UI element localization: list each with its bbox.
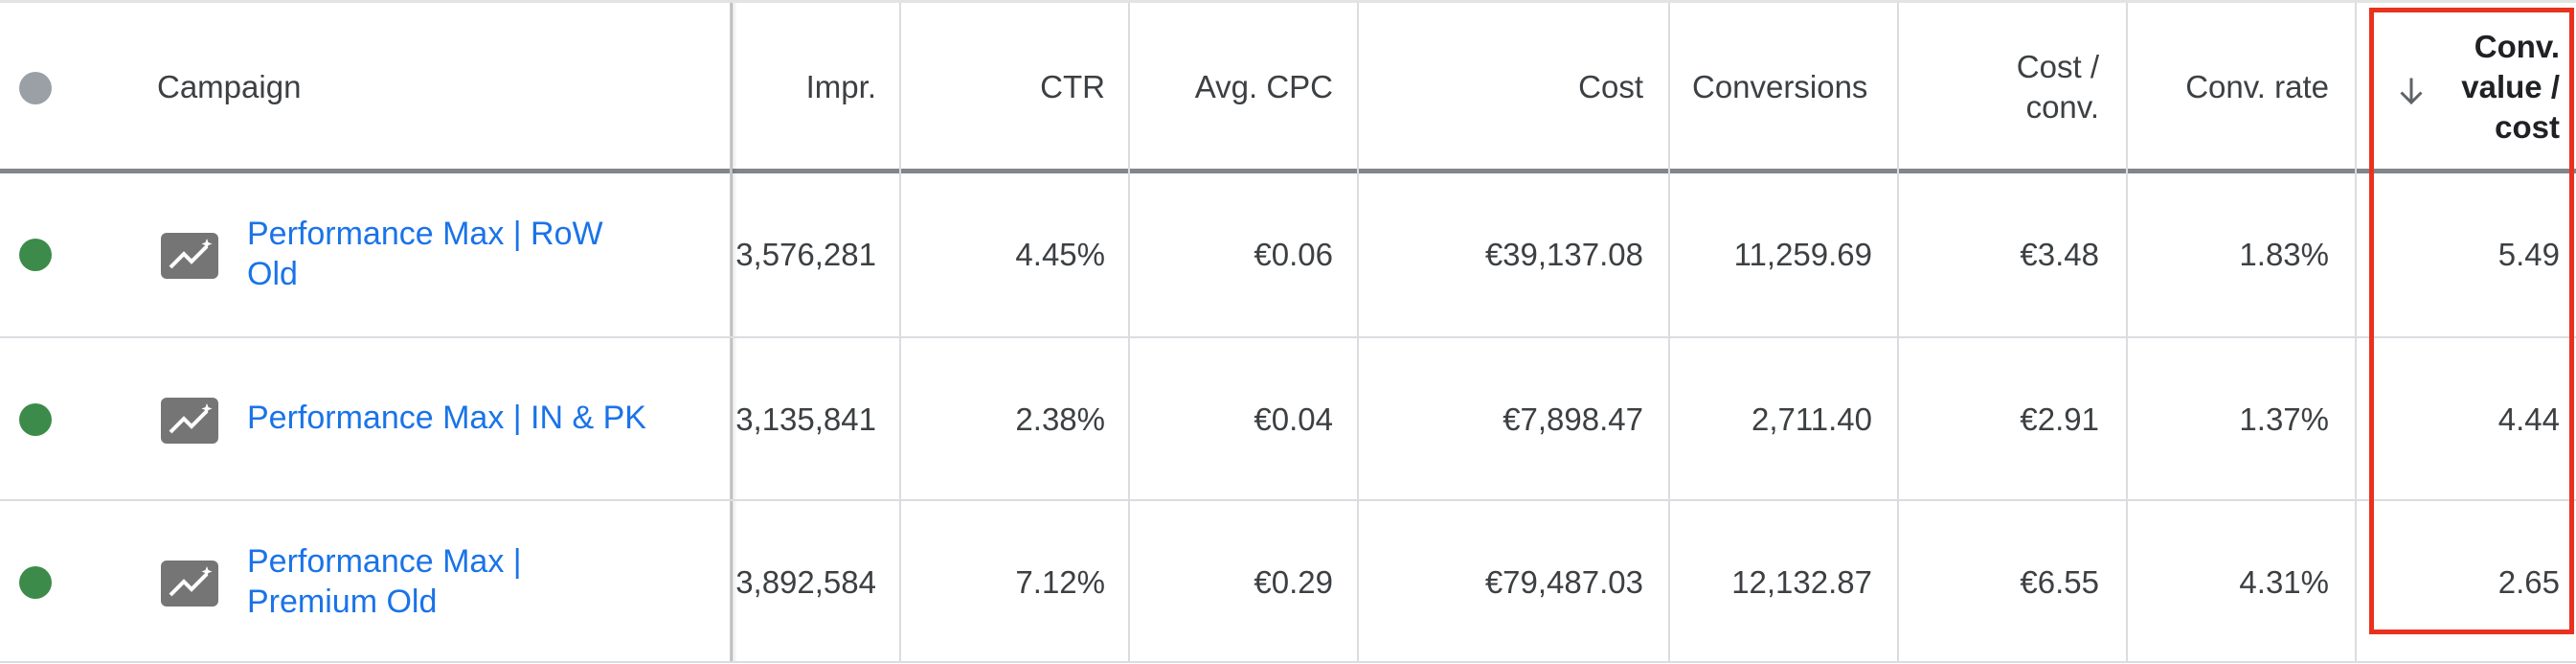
column-header-ctr[interactable]: CTR: [900, 3, 1105, 172]
table-row[interactable]: Performance Max | RoW Old 3,576,281 4.45…: [0, 173, 2576, 336]
campaign-header-label: Campaign: [157, 69, 302, 104]
column-divider: [2126, 3, 2128, 663]
cost-per-conv-value: €3.48: [2020, 237, 2099, 272]
ctr-value: 7.12%: [1015, 564, 1105, 600]
campaign-name-line1: Performance Max | IN & PK: [247, 400, 646, 436]
column-divider: [899, 3, 901, 663]
conversions-header-label: Conversions: [1692, 69, 1868, 104]
cost-value: €79,487.03: [1484, 564, 1643, 600]
ctr-value: 2.38%: [1015, 401, 1105, 437]
column-divider: [2355, 3, 2357, 663]
impr-value: 3,576,281: [735, 237, 876, 272]
column-divider: [1668, 3, 1670, 663]
sticky-column-shadow: [732, 3, 737, 663]
conv-value-cost-header-line3: cost: [2495, 109, 2560, 145]
column-header-campaign[interactable]: Campaign: [157, 3, 636, 172]
table-row[interactable]: Performance Max | IN & PK 3,135,841 2.38…: [0, 338, 2576, 501]
table-header: Campaign Impr. CTR Avg. CPC Cost Convers…: [0, 0, 2576, 171]
campaign-link[interactable]: Performance Max | RoW Old: [247, 214, 668, 294]
cost-per-conv-value: €6.55: [2020, 564, 2099, 600]
cost-per-conv-header-line2: conv.: [2025, 89, 2099, 125]
conv-value-cost-header-line1: Conv.: [2474, 29, 2560, 64]
cost-value: €7,898.47: [1503, 401, 1643, 437]
column-header-impr[interactable]: Impr.: [737, 3, 876, 172]
conversions-value: 11,259.69: [1733, 237, 1872, 272]
column-divider: [730, 3, 733, 663]
status-enabled-dot[interactable]: [19, 239, 52, 271]
performance-max-icon: [161, 398, 218, 444]
column-highlight-box: [2369, 8, 2574, 634]
column-header-conversions[interactable]: Conversions: [1692, 3, 1869, 172]
avg-cpc-value: €0.29: [1254, 564, 1333, 600]
conv-rate-value: 1.37%: [2239, 401, 2329, 437]
column-header-avg-cpc[interactable]: Avg. CPC: [1130, 3, 1333, 172]
impr-value: 3,135,841: [735, 401, 876, 437]
campaign-link[interactable]: Performance Max | Premium Old: [247, 541, 668, 622]
conv-value-cost-header-line2: value /: [2461, 69, 2560, 104]
cost-per-conv-value: €2.91: [2020, 401, 2099, 437]
cost-per-conv-header-line1: Cost /: [2016, 49, 2099, 84]
column-divider: [1357, 3, 1359, 663]
impr-header-label: Impr.: [805, 69, 876, 104]
status-header-dot[interactable]: [19, 72, 52, 104]
conv-rate-value: 1.83%: [2239, 237, 2329, 272]
campaign-name-line2: Old: [247, 256, 298, 292]
avg-cpc-value: €0.06: [1254, 237, 1333, 272]
campaign-name-line1: Performance Max | RoW: [247, 216, 603, 252]
ctr-value: 4.45%: [1015, 237, 1105, 272]
performance-max-icon: [161, 233, 218, 279]
row-divider: [0, 336, 2576, 338]
conv-value-cost-value: 5.49: [2497, 237, 2560, 272]
column-header-conv-rate[interactable]: Conv. rate: [2131, 3, 2329, 172]
performance-max-icon: [161, 561, 218, 607]
conv-value-cost-value: 2.65: [2497, 564, 2560, 600]
trend-chart-icon: [169, 566, 213, 597]
cost-header-label: Cost: [1578, 69, 1643, 104]
cost-per-conv-header-stack: Cost / conv.: [2017, 47, 2099, 127]
campaign-name-line2: Premium Old: [247, 584, 438, 620]
status-enabled-dot[interactable]: [19, 566, 52, 599]
cost-value: €39,137.08: [1484, 237, 1643, 272]
header-divider: [0, 169, 2576, 173]
impr-value: 3,892,584: [735, 564, 876, 600]
trend-chart-icon: [169, 239, 213, 269]
conversions-value: 2,711.40: [1751, 401, 1872, 437]
column-divider: [1128, 3, 1130, 663]
conversions-value: 12,132.87: [1731, 564, 1872, 600]
campaign-link[interactable]: Performance Max | IN & PK: [247, 398, 668, 438]
table-row[interactable]: Performance Max | Premium Old 3,892,584 …: [0, 501, 2576, 664]
conv-value-cost-value: 4.44: [2497, 401, 2560, 437]
column-header-conv-value-cost[interactable]: Conv. value / cost: [2432, 3, 2560, 172]
conv-rate-value: 4.31%: [2239, 564, 2329, 600]
conv-value-cost-header-stack: Conv. value / cost: [2461, 27, 2560, 148]
campaign-name-line1: Performance Max |: [247, 543, 522, 580]
status-enabled-dot[interactable]: [19, 403, 52, 436]
row-divider: [0, 661, 2576, 663]
conv-rate-header-label: Conv. rate: [2185, 69, 2329, 104]
column-header-cost-per-conv[interactable]: Cost / conv.: [1906, 3, 2099, 172]
avg-cpc-value: €0.04: [1254, 401, 1333, 437]
column-divider: [1897, 3, 1899, 663]
avg-cpc-header-label: Avg. CPC: [1194, 69, 1333, 104]
arrow-down-icon[interactable]: [2394, 72, 2429, 110]
column-header-cost[interactable]: Cost: [1360, 3, 1643, 172]
row-divider: [0, 499, 2576, 501]
ctr-header-label: CTR: [1040, 69, 1105, 104]
trend-chart-icon: [169, 403, 213, 434]
